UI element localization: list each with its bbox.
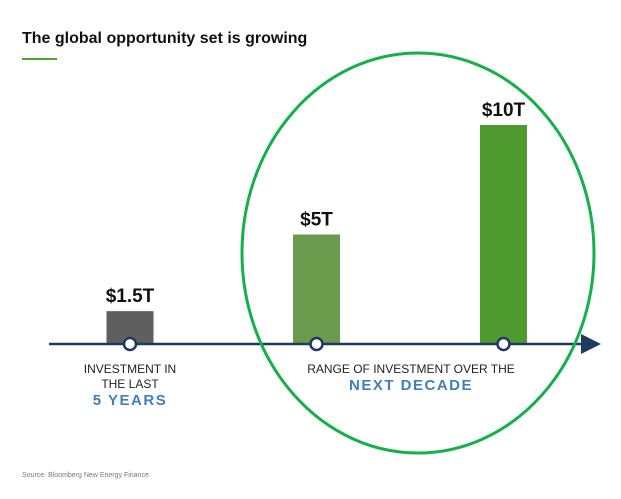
bar-2 bbox=[293, 234, 340, 344]
timeline-marker bbox=[122, 336, 138, 352]
annotation-highlight: NEXT DECADE bbox=[349, 377, 473, 394]
timeline-marker bbox=[309, 336, 324, 352]
bar-value-label: $1.5T bbox=[106, 286, 155, 307]
annotation-text: THE LAST bbox=[101, 377, 159, 391]
source-note: Source: Bloomberg New Energy Finance bbox=[22, 472, 149, 479]
annotation-highlight: 5 YEARS bbox=[93, 392, 167, 409]
timeline-marker bbox=[496, 336, 511, 352]
title-underline bbox=[22, 58, 57, 60]
bar-3 bbox=[480, 125, 527, 344]
bar-value-label: $10T bbox=[482, 100, 526, 121]
bar-value-label: $5T bbox=[300, 210, 333, 231]
annotation-text: RANGE OF INVESTMENT OVER THE bbox=[307, 362, 515, 376]
highlight-ellipse bbox=[240, 51, 596, 455]
page-title: The global opportunity set is growing bbox=[22, 30, 308, 47]
annotation-text: INVESTMENT IN bbox=[84, 362, 176, 376]
